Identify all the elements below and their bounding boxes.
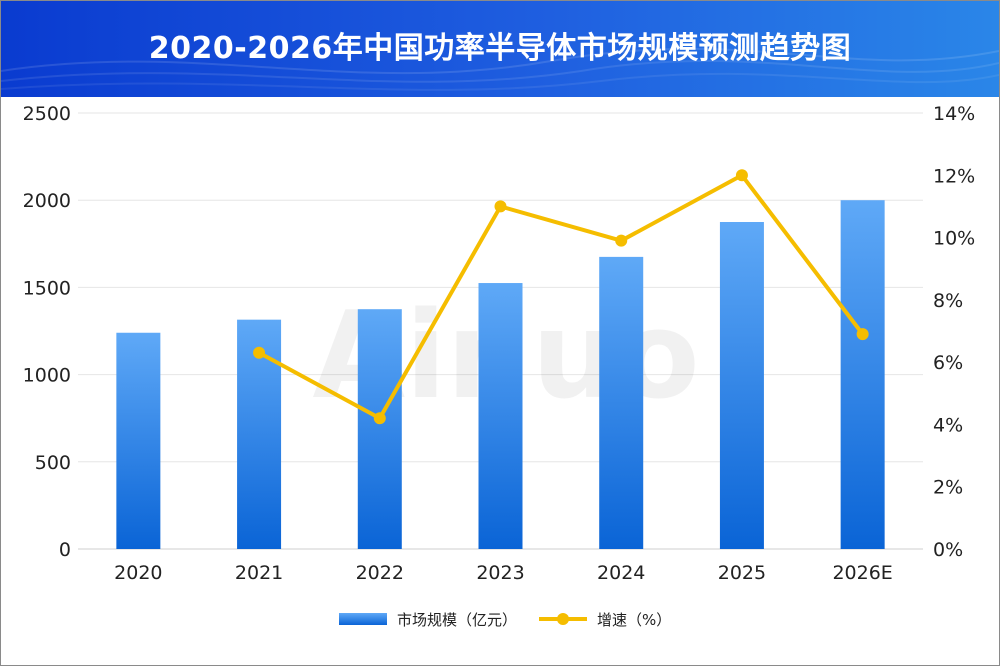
- bar: [719, 222, 764, 549]
- growth-point: [373, 412, 386, 425]
- line-series: [253, 169, 869, 425]
- x-tick-label: 2021: [235, 562, 283, 584]
- legend-bar-label: 市场规模（亿元）: [397, 611, 517, 629]
- growth-point: [735, 169, 748, 182]
- left-tick-label: 1500: [23, 277, 71, 299]
- bar: [357, 309, 402, 549]
- growth-point: [615, 234, 628, 247]
- bar: [599, 256, 644, 549]
- right-tick-label: 12%: [933, 165, 975, 187]
- right-tick-label: 6%: [933, 352, 963, 374]
- legend-line-label: 增速（%）: [597, 611, 671, 629]
- legend: 市场规模（亿元） 增速（%）: [339, 611, 671, 629]
- right-tick-label: 8%: [933, 290, 963, 312]
- growth-point: [856, 328, 869, 341]
- left-tick-label: 0: [59, 539, 71, 561]
- x-tick-label: 2025: [718, 562, 766, 584]
- x-axis-labels: 2020 2021 2022 2023 2024 2025 2026E: [114, 562, 893, 584]
- right-axis-labels: 0% 2% 4% 6% 8% 10% 12% 14%: [933, 103, 975, 561]
- right-tick-label: 0%: [933, 539, 963, 561]
- chart-title: 2020-2026年中国功率半导体市场规模预测趋势图: [148, 31, 852, 66]
- left-tick-label: 500: [35, 452, 71, 474]
- right-tick-label: 10%: [933, 228, 975, 250]
- x-tick-label: 2022: [356, 562, 404, 584]
- bar: [478, 283, 523, 549]
- left-axis-labels: 0 500 1000 1500 2000 2500: [23, 103, 71, 561]
- title-banner: 2020-2026年中国功率半导体市场规模预测趋势图: [1, 1, 999, 97]
- x-tick-label: 2024: [597, 562, 645, 584]
- growth-point: [253, 346, 266, 359]
- legend-bar-swatch: [339, 613, 387, 625]
- x-tick-label: 2023: [476, 562, 524, 584]
- right-tick-label: 2%: [933, 477, 963, 499]
- bar: [116, 332, 161, 549]
- growth-line: [258, 173, 865, 421]
- right-tick-label: 14%: [933, 103, 975, 125]
- banner-decoration: [1, 47, 999, 91]
- x-tick-label: 2020: [114, 562, 162, 584]
- left-tick-label: 2000: [23, 190, 71, 212]
- left-tick-label: 1000: [23, 365, 71, 387]
- left-tick-label: 2500: [23, 103, 71, 125]
- bar-series: [116, 200, 885, 549]
- growth-point: [494, 200, 507, 213]
- bar: [840, 200, 885, 549]
- legend-line-marker: [557, 613, 569, 625]
- right-tick-label: 4%: [933, 414, 963, 436]
- x-tick-label: 2026E: [832, 562, 892, 584]
